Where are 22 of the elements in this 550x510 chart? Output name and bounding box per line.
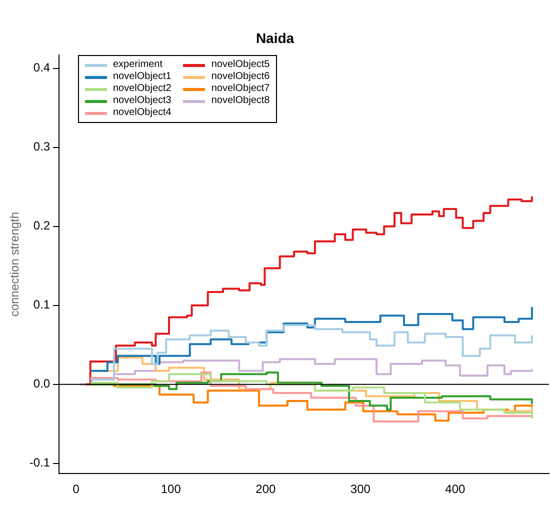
x-tick-label: 0 [72, 482, 80, 496]
legend-label: experiment [113, 59, 162, 71]
x-tick-label: 300 [350, 482, 371, 496]
legend-label: novelObject8 [211, 95, 270, 107]
y-tick-label: 0.1 [33, 298, 50, 312]
y-tick-label: 0.3 [33, 140, 50, 154]
y-axis-title: connection strength [8, 212, 22, 317]
y-tick-label: 0.4 [33, 60, 50, 75]
legend-label: novelObject3 [113, 95, 172, 107]
x-tick-label: 100 [160, 482, 182, 496]
y-tick-label: -0.1 [29, 456, 50, 470]
legend-label: novelObject5 [211, 59, 270, 71]
legend-label: novelObject6 [211, 71, 270, 83]
legend-label: novelObject2 [113, 83, 172, 95]
legend-label: novelObject4 [113, 107, 172, 119]
x-tick-label: 400 [445, 482, 466, 496]
x-tick-label: 200 [256, 482, 276, 496]
chart-title: Naida [254, 30, 296, 46]
legend-label: novelObject1 [113, 71, 172, 83]
y-tick-label: 0.0 [33, 376, 50, 391]
y-tick-label: 0.2 [33, 218, 50, 233]
legend-label: novelObject7 [211, 83, 270, 95]
